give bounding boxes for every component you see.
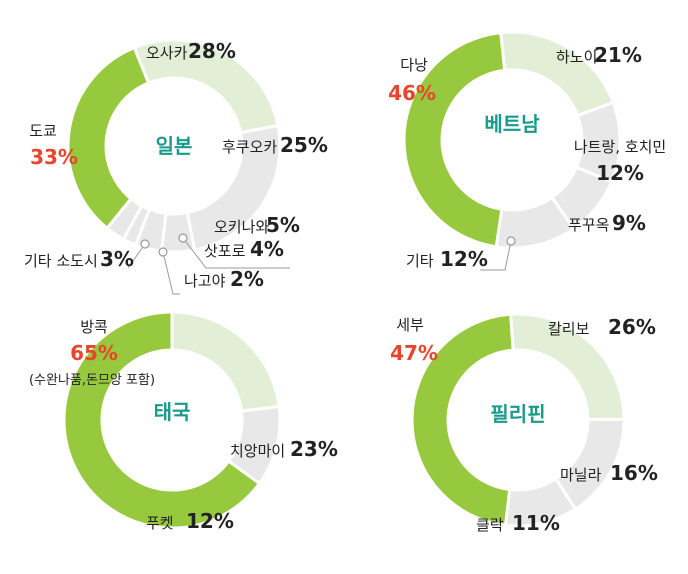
label-pct-베트남-기타: 12% — [440, 247, 488, 271]
label-name-일본-후쿠오카: 후쿠오카 — [222, 138, 277, 156]
label-name-베트남-기타: 기타 — [406, 252, 434, 270]
leader-lines — [127, 233, 516, 295]
chart-title-필리핀: 필리핀 — [490, 402, 545, 426]
label-name-일본-오키나와: 오키나와 — [214, 218, 269, 236]
label-name-태국-치앙마이: 치앙마이 — [230, 442, 285, 460]
label-name-일본-나고야: 나고야 — [184, 272, 226, 290]
label-pct-베트남-푸꾸옥: 9% — [612, 211, 646, 235]
leader-line-베트남-0 — [480, 240, 512, 271]
leader-line-일본-0 — [182, 237, 290, 269]
label-pct-태국-치앙마이: 23% — [290, 437, 338, 461]
label-pct-태국-방콕: 65% — [70, 341, 118, 365]
slice-베트남-다낭 — [402, 30, 507, 249]
label-pct-베트남-나트랑-호치민: 12% — [596, 161, 644, 185]
label-pct-일본-오키나와: 5% — [266, 213, 300, 237]
slice-태국-방콕 — [62, 310, 262, 530]
leader-dot-베트남-0 — [506, 236, 516, 246]
leader-dot-일본-0 — [178, 233, 188, 243]
label-name-태국-방콕: 방콕 — [80, 318, 108, 336]
label-name-태국-푸켓: 푸켓 — [146, 514, 174, 532]
label-pct-필리핀-세부: 47% — [390, 341, 438, 365]
label-name-일본-오사카: 오사카 — [146, 44, 188, 62]
label-name-베트남-하노이: 하노이 — [556, 48, 597, 66]
label-pct-일본-기타-소도시: 3% — [100, 247, 134, 271]
label-pct-필리핀-마닐라: 16% — [610, 461, 658, 485]
leader-dot-일본-1 — [158, 247, 168, 257]
label-name-필리핀-마닐라: 마닐라 — [560, 466, 602, 484]
label-pct-일본-후쿠오카: 25% — [280, 133, 328, 157]
label-pct-베트남-다낭: 46% — [388, 81, 436, 105]
label-pct-필리핀-칼리보: 26% — [608, 315, 656, 339]
leader-line-일본-2 — [127, 243, 146, 269]
label-note-태국-방콕: (수완나품,돈므앙 포함) — [29, 373, 155, 388]
label-pct-일본-오사카: 28% — [188, 39, 236, 63]
slice-필리핀-세부 — [410, 312, 515, 527]
label-name-필리핀-세부: 세부 — [396, 316, 424, 334]
donut-rings — [62, 30, 626, 530]
label-pct-일본-나고야: 2% — [230, 267, 264, 291]
label-pct-베트남-하노이: 21% — [594, 43, 642, 67]
chart-title-태국: 태국 — [154, 400, 191, 424]
label-pct-일본-삿포로: 4% — [250, 237, 284, 261]
slice-태국-치앙마이 — [170, 310, 281, 413]
label-name-일본-도쿄: 도쿄 — [29, 122, 57, 140]
leader-line-일본-1 — [162, 251, 180, 295]
slice-일본-도쿄 — [66, 45, 151, 231]
label-pct-일본-도쿄: 33% — [30, 145, 78, 169]
chart-title-베트남: 베트남 — [484, 112, 540, 136]
label-name-필리핀-칼리보: 칼리보 — [548, 320, 590, 338]
label-name-필리핀-클락: 클락 — [476, 516, 504, 534]
label-name-베트남-다낭: 다낭 — [400, 56, 428, 74]
label-name-베트남-나트랑-호치민: 나트랑, 호치민 — [574, 138, 666, 156]
label-name-일본-기타-소도시: 기타 소도시 — [24, 252, 98, 270]
label-pct-태국-푸켓: 12% — [186, 509, 234, 533]
chart-title-일본: 일본 — [156, 134, 193, 158]
label-pct-필리핀-클락: 11% — [512, 511, 560, 535]
label-name-일본-삿포로: 삿포로 — [204, 242, 246, 260]
label-name-베트남-푸꾸옥: 푸꾸옥 — [568, 216, 609, 234]
leader-dot-일본-2 — [140, 239, 150, 249]
